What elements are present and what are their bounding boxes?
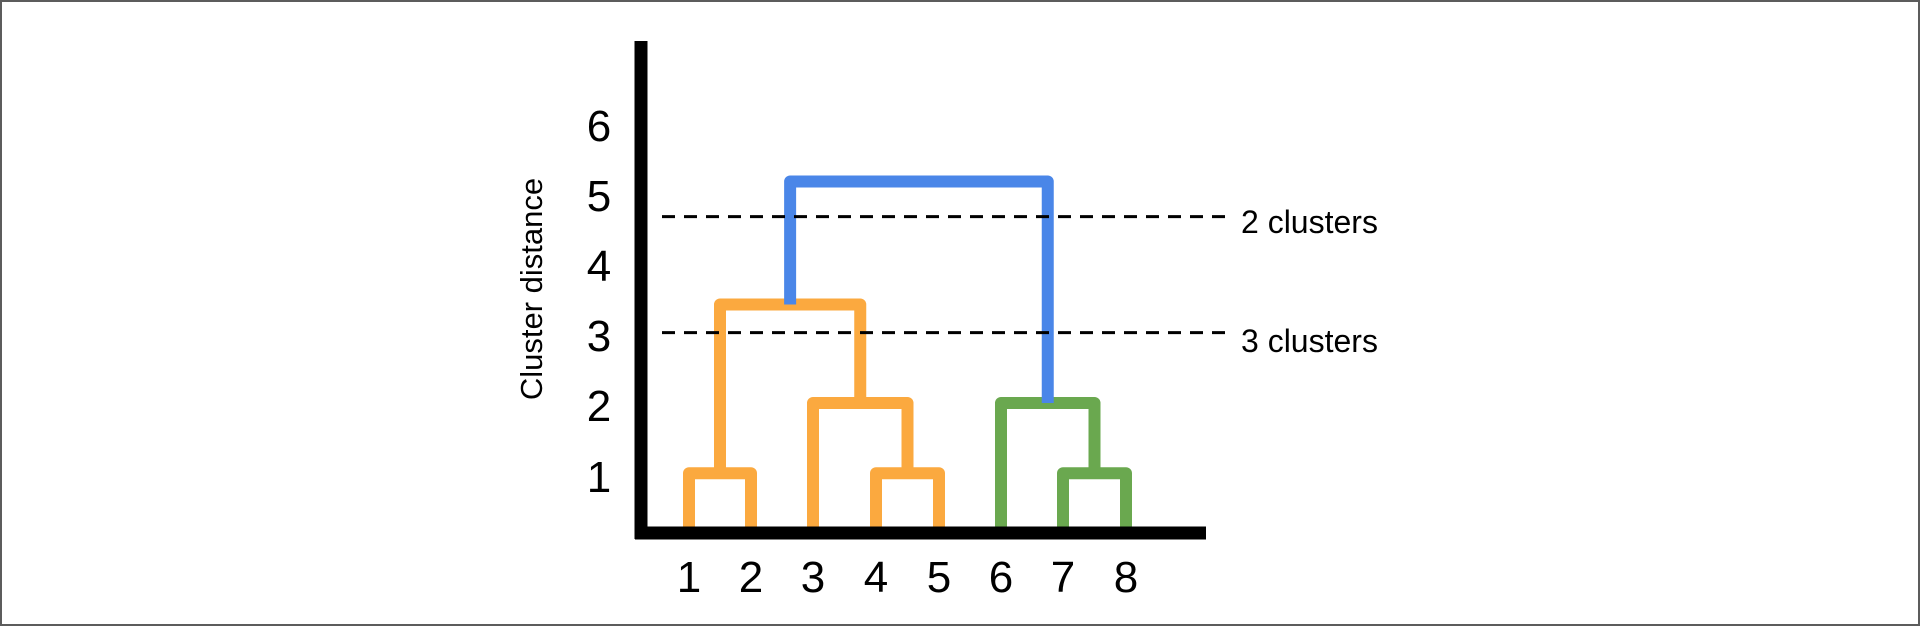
leaf-label-7: 7	[1051, 553, 1075, 602]
leaf-label-2: 2	[739, 553, 763, 602]
merge-link-6	[714, 298, 867, 474]
leaf-labels: 1 2 3 4 5 6 7 8	[677, 553, 1138, 602]
y-tick-labels: 1 2 3 4 5 6	[587, 102, 611, 502]
leaf-label-5: 5	[927, 553, 951, 602]
y-tick-1: 1	[587, 453, 611, 502]
merge-link-1	[683, 467, 757, 533]
y-tick-4: 4	[587, 242, 611, 291]
leaf-label-8: 8	[1114, 553, 1138, 602]
y-tick-2: 2	[587, 382, 611, 431]
y-tick-3: 3	[587, 312, 611, 361]
leaf-label-3: 3	[801, 553, 825, 602]
axes	[634, 41, 1206, 540]
cut-lines	[662, 215, 1232, 335]
merge-link-2	[870, 467, 945, 533]
cut-label-2-clusters: 2 clusters	[1241, 204, 1378, 240]
merge-link-7	[784, 175, 1054, 403]
y-tick-5: 5	[587, 172, 611, 221]
cut-label-3-clusters: 3 clusters	[1241, 323, 1378, 359]
leaf-label-4: 4	[864, 553, 888, 602]
leaf-label-1: 1	[677, 553, 701, 602]
y-tick-6: 6	[587, 102, 611, 151]
merge-link-3	[1057, 467, 1132, 533]
leaf-label-6: 6	[989, 553, 1013, 602]
dendrogram-links	[683, 175, 1132, 533]
y-axis-label: Cluster distance	[514, 178, 549, 400]
